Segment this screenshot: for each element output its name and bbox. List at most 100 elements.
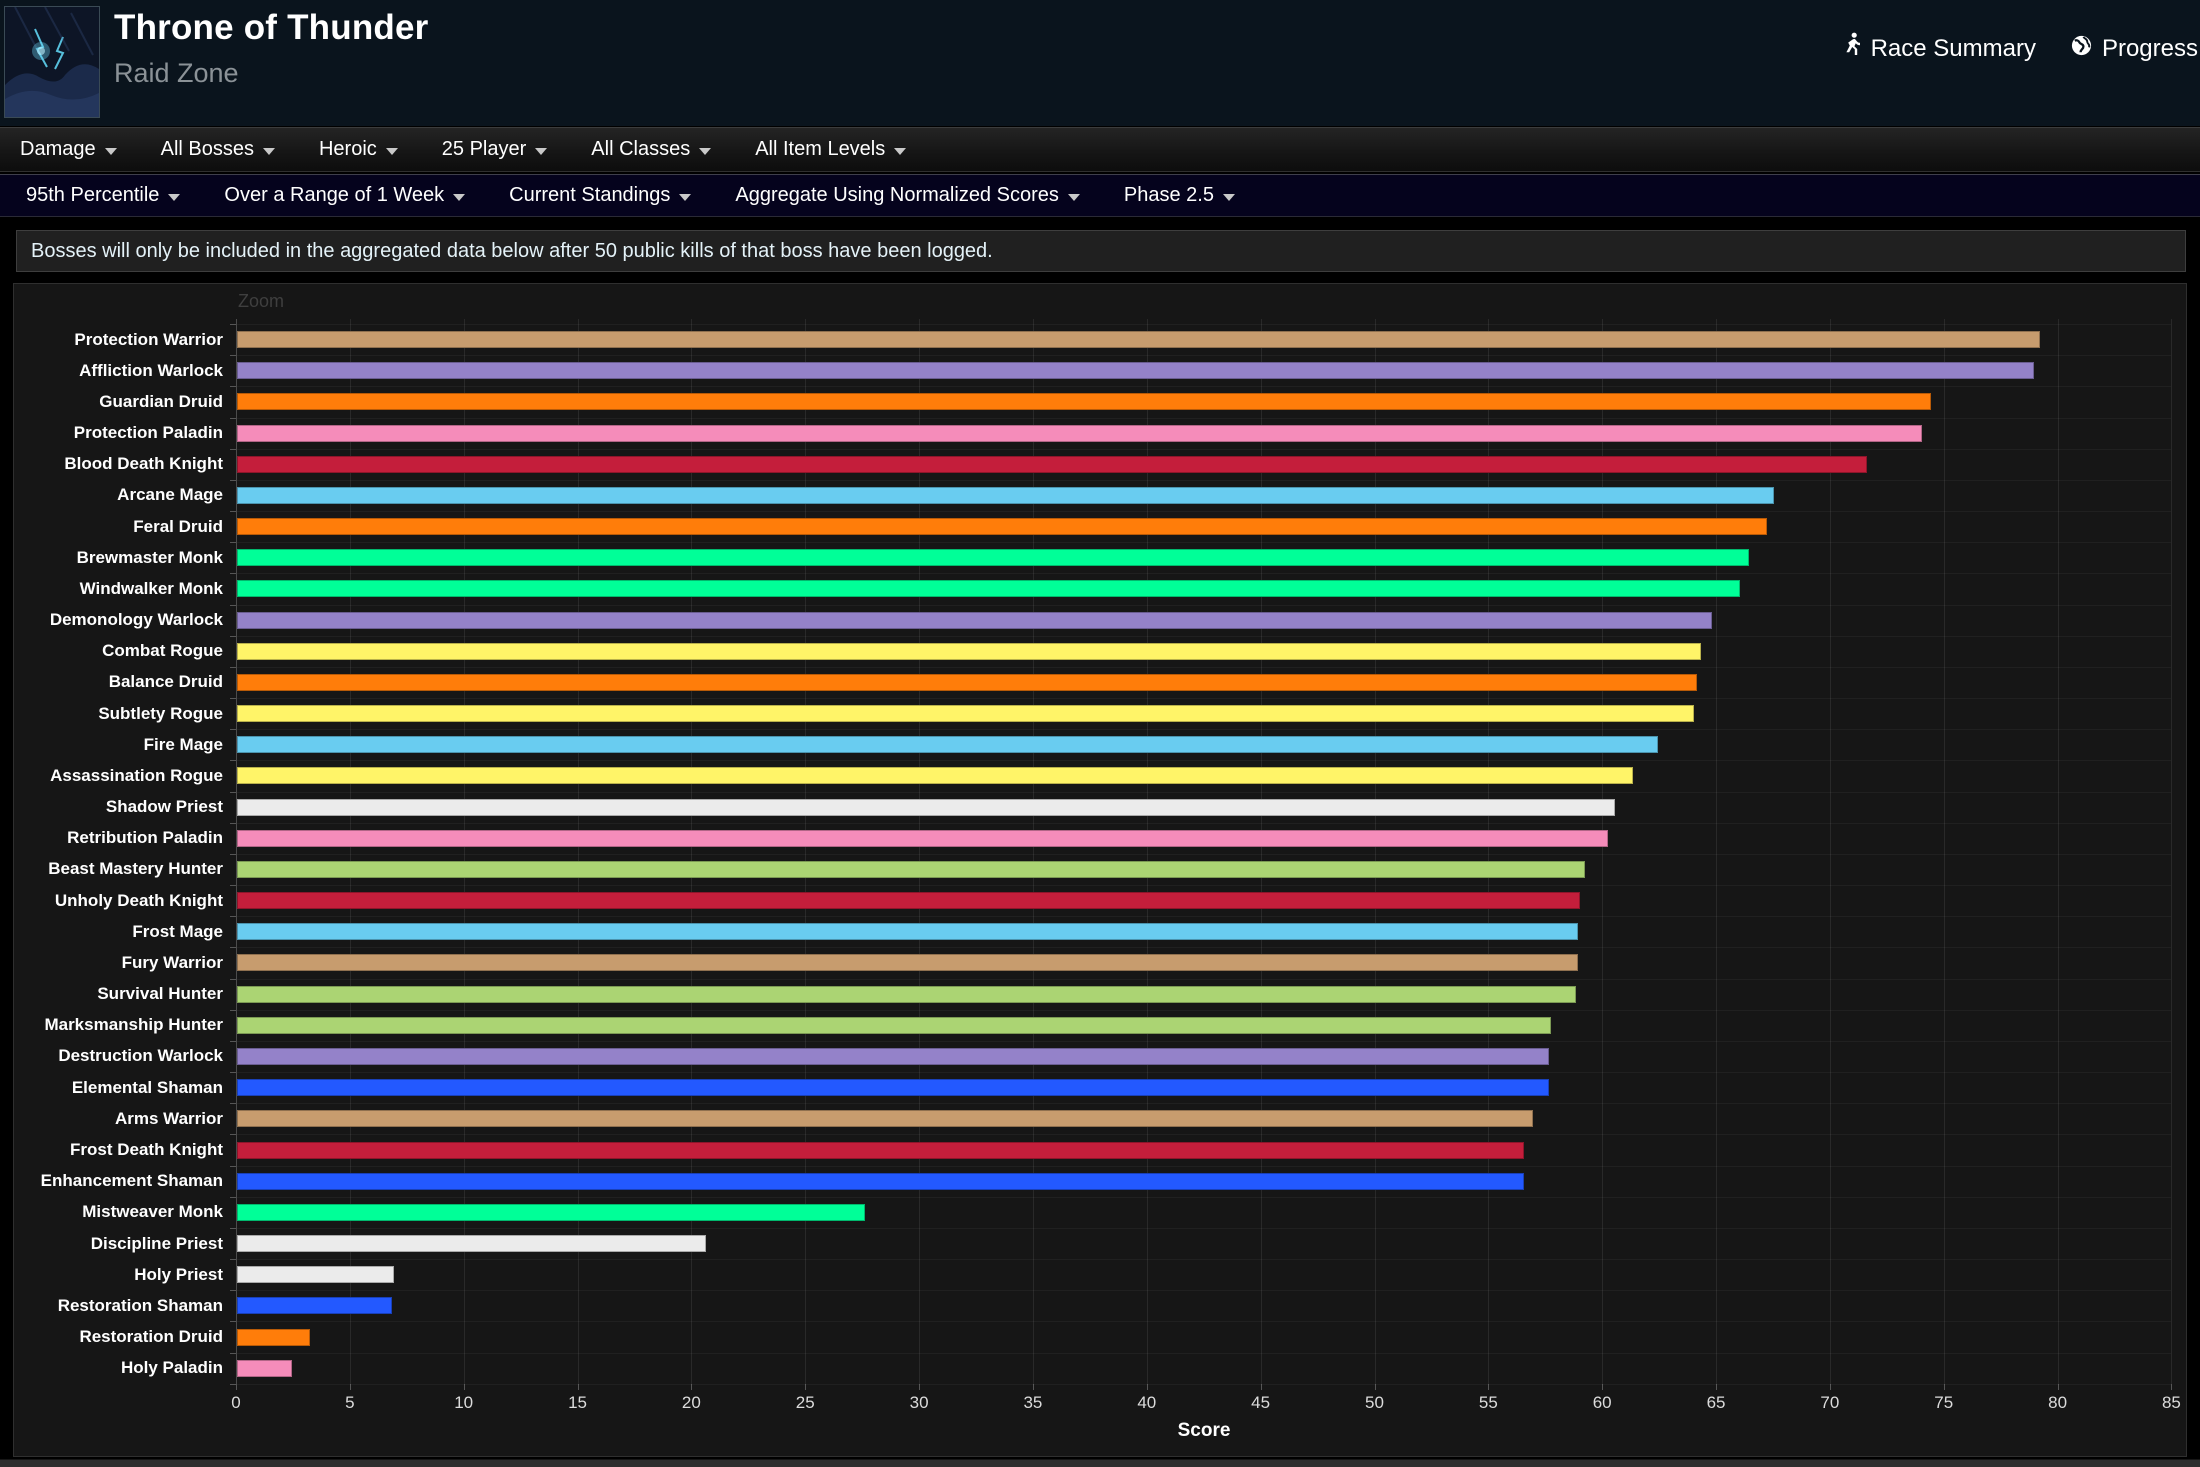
bar-marksmanship-hunter[interactable]	[237, 1016, 1551, 1034]
bar-affliction-warlock[interactable]	[237, 362, 2034, 380]
globe-icon	[2070, 34, 2093, 64]
bar-beast-mastery-hunter[interactable]	[237, 860, 1585, 878]
bar-retribution-paladin[interactable]	[237, 829, 1608, 847]
x-tick-label: 15	[568, 1392, 587, 1412]
x-tick-mark	[1032, 1383, 1034, 1390]
bar-restoration-druid[interactable]	[237, 1328, 310, 1346]
y-tick-mark	[230, 1259, 236, 1261]
row-separator	[237, 1196, 2172, 1198]
x-tick-mark	[2171, 1383, 2173, 1390]
bar-enhancement-shaman[interactable]	[237, 1172, 1524, 1190]
bar-restoration-shaman[interactable]	[237, 1297, 392, 1315]
row-separator	[237, 355, 2172, 357]
boss-dropdown[interactable]: All Bosses	[161, 138, 275, 161]
bar-combat-rogue[interactable]	[237, 642, 1702, 660]
raid-size-dropdown[interactable]: 25 Player	[442, 138, 548, 161]
grid-line	[805, 319, 807, 1384]
bar-shadow-priest[interactable]	[237, 798, 1615, 816]
metric-dropdown[interactable]: Damage	[20, 138, 117, 161]
category-label: Fire Mage	[143, 734, 223, 754]
category-label: Balance Druid	[108, 672, 223, 692]
x-tick-label: 30	[909, 1392, 929, 1412]
category-label: Windwalker Monk	[79, 578, 223, 598]
bar-blood-death-knight[interactable]	[237, 455, 1868, 473]
phase-dropdown[interactable]: Phase 2.5	[1124, 184, 1235, 207]
x-tick-label: 65	[1706, 1392, 1726, 1412]
percentile-dropdown[interactable]: 95th Percentile	[26, 184, 181, 207]
bar-unholy-death-knight[interactable]	[237, 892, 1581, 910]
aggregate-dropdown[interactable]: Aggregate Using Normalized Scores	[735, 184, 1080, 207]
race-summary-label: Race Summary	[1870, 34, 2036, 62]
row-separator	[237, 791, 2172, 793]
bar-demonology-warlock[interactable]	[237, 611, 1713, 629]
bar-protection-warrior[interactable]	[237, 331, 2041, 349]
bar-arcane-mage[interactable]	[237, 486, 1774, 504]
y-tick-mark	[230, 635, 236, 637]
class-dropdown-label: All Classes	[591, 138, 691, 160]
bar-windwalker-monk[interactable]	[237, 580, 1740, 598]
y-tick-mark	[230, 791, 236, 793]
y-tick-mark	[230, 479, 236, 481]
bar-fire-mage[interactable]	[237, 736, 1658, 754]
x-tick-label: 0	[231, 1392, 241, 1412]
y-tick-mark	[230, 417, 236, 419]
row-separator	[237, 635, 2172, 637]
bar-survival-hunter[interactable]	[237, 985, 1576, 1003]
aggregation-notice: Bosses will only be included in the aggr…	[16, 230, 2186, 272]
category-label: Subtlety Rogue	[98, 703, 223, 723]
difficulty-dropdown[interactable]: Heroic	[319, 138, 398, 161]
category-label: Guardian Druid	[99, 391, 223, 411]
footer-strip	[0, 1459, 2200, 1467]
x-tick-label: 75	[1934, 1392, 1954, 1412]
bar-subtlety-rogue[interactable]	[237, 705, 1695, 723]
grid-line	[1260, 319, 1262, 1384]
category-label: Blood Death Knight	[64, 454, 223, 474]
bar-protection-paladin[interactable]	[237, 424, 1922, 442]
bar-feral-druid[interactable]	[237, 518, 1768, 536]
category-label: Affliction Warlock	[79, 360, 223, 380]
bar-frost-mage[interactable]	[237, 923, 1579, 941]
row-separator	[237, 1259, 2172, 1261]
chart-panel[interactable]: Zoom Score 0 5 10 15 20 25 30 35 40 45 50 55 60 65 70 7…	[13, 283, 2187, 1457]
bar-guardian-druid[interactable]	[237, 393, 1932, 411]
row-separator	[237, 448, 2172, 450]
race-summary-link[interactable]: Race Summary	[1842, 32, 2036, 65]
x-tick-mark	[1943, 1383, 1945, 1390]
category-label: Mistweaver Monk	[82, 1202, 223, 1222]
bar-fury-warrior[interactable]	[237, 954, 1579, 972]
row-separator	[237, 978, 2172, 980]
class-dropdown[interactable]: All Classes	[591, 138, 712, 161]
row-separator	[237, 1165, 2172, 1167]
bar-destruction-warlock[interactable]	[237, 1047, 1549, 1065]
category-label: Destruction Warlock	[58, 1046, 223, 1066]
row-separator	[237, 1227, 2172, 1229]
progress-link[interactable]: Progress	[2070, 34, 2198, 64]
bar-arms-warrior[interactable]	[237, 1110, 1533, 1128]
y-tick-mark	[230, 1196, 236, 1198]
range-dropdown[interactable]: Over a Range of 1 Week	[224, 184, 466, 207]
item-level-dropdown[interactable]: All Item Levels	[755, 138, 907, 161]
grid-line	[691, 319, 693, 1384]
grid-line	[1146, 319, 1148, 1384]
chevron-down-icon	[104, 147, 117, 155]
y-tick-mark	[230, 760, 236, 762]
row-separator	[237, 760, 2172, 762]
bar-frost-death-knight[interactable]	[237, 1141, 1524, 1159]
x-tick-mark	[2057, 1383, 2059, 1390]
grid-line	[1374, 319, 1376, 1384]
standings-dropdown[interactable]: Current Standings	[509, 184, 692, 207]
grid-line	[1716, 319, 1718, 1384]
y-tick-mark	[230, 698, 236, 700]
y-tick-mark	[230, 1227, 236, 1229]
bar-balance-druid[interactable]	[237, 673, 1697, 691]
bar-brewmaster-monk[interactable]	[237, 549, 1749, 567]
bar-holy-priest[interactable]	[237, 1266, 395, 1284]
bar-assassination-rogue[interactable]	[237, 767, 1633, 785]
bar-elemental-shaman[interactable]	[237, 1079, 1549, 1097]
bar-holy-paladin[interactable]	[237, 1359, 292, 1377]
y-tick-mark	[230, 822, 236, 824]
bar-mistweaver-monk[interactable]	[237, 1203, 866, 1221]
y-tick-mark	[230, 1072, 236, 1074]
bar-discipline-priest[interactable]	[237, 1235, 707, 1252]
y-tick-mark	[230, 1040, 236, 1042]
